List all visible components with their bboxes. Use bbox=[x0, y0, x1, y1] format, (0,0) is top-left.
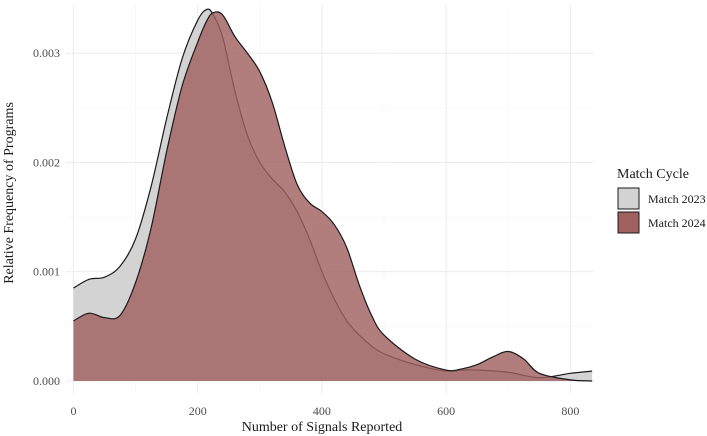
x-axis-ticks: 0 200 400 600 800 bbox=[70, 404, 579, 418]
x-tick-label: 600 bbox=[437, 404, 455, 418]
y-tick-label: 0.001 bbox=[33, 265, 60, 279]
x-tick-label: 800 bbox=[561, 404, 579, 418]
legend-swatch bbox=[617, 187, 640, 210]
x-axis-title: Number of Signals Reported bbox=[242, 420, 403, 435]
legend: Match Cycle Match 2023 Match 2024 bbox=[617, 167, 706, 234]
y-tick-label: 0.002 bbox=[33, 155, 60, 169]
y-axis-title: Relative Frequency of Programs bbox=[2, 102, 17, 284]
x-tick-label: 400 bbox=[313, 404, 331, 418]
legend-swatch bbox=[617, 211, 640, 234]
y-tick-label: 0.000 bbox=[33, 374, 60, 388]
density-line-match-2024 bbox=[73, 11, 593, 382]
legend-label: Match 2024 bbox=[648, 216, 706, 230]
legend-title: Match Cycle bbox=[617, 167, 689, 182]
density-areas bbox=[73, 8, 593, 382]
density-area-match-2024 bbox=[73, 11, 593, 381]
y-axis-ticks: 0.000 0.001 0.002 0.003 bbox=[33, 46, 60, 388]
y-tick-label: 0.003 bbox=[33, 46, 60, 60]
x-tick-label: 0 bbox=[70, 404, 76, 418]
x-tick-label: 200 bbox=[189, 404, 207, 418]
legend-label: Match 2023 bbox=[648, 192, 706, 206]
